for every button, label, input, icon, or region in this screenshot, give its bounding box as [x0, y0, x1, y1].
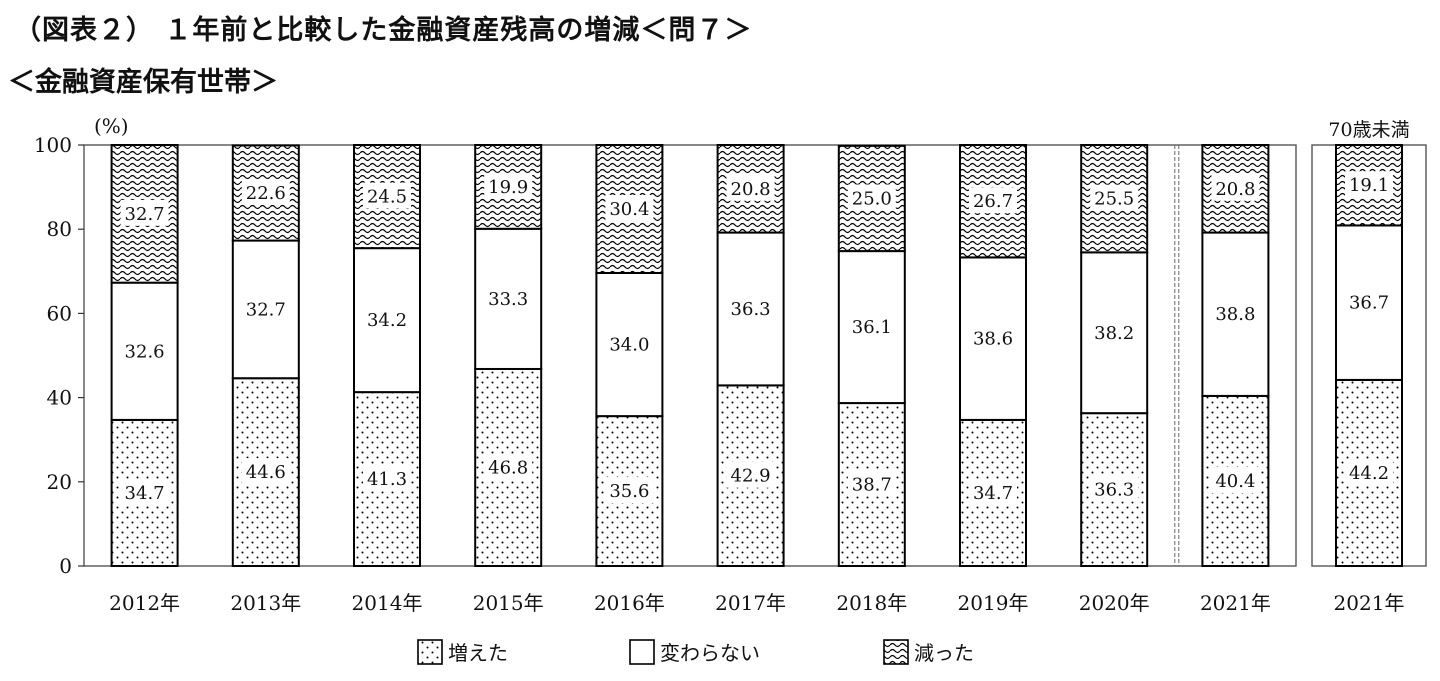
- data-label: 32.7: [125, 204, 165, 225]
- data-label: 38.6: [973, 329, 1013, 350]
- data-label-bg: [605, 194, 654, 221]
- data-label: 38.8: [1215, 304, 1255, 325]
- data-label: 19.1: [1349, 175, 1389, 196]
- data-label-bg: [120, 337, 169, 364]
- data-label-bg: [1211, 466, 1260, 493]
- data-label-bg: [969, 187, 1017, 214]
- x-tick-label: 2016年: [594, 591, 665, 615]
- chart-title: （図表２） １年前と比較した金融資産残高の増減＜問７＞: [14, 15, 753, 46]
- data-label-bg: [363, 465, 411, 492]
- data-label-bg: [1211, 174, 1260, 201]
- data-label: 32.7: [246, 299, 286, 320]
- data-label: 24.5: [367, 187, 407, 208]
- data-label: 34.0: [609, 335, 649, 356]
- y-tick-label: 0: [59, 554, 72, 578]
- y-tick-label: 20: [47, 470, 72, 494]
- legend-swatch: [629, 639, 655, 665]
- y-tick-label: 60: [47, 301, 72, 325]
- data-label-bg: [120, 478, 169, 505]
- legend-label: 増えた: [448, 641, 508, 665]
- data-label-bg: [1345, 288, 1393, 315]
- y-tick-label: 40: [47, 386, 72, 410]
- y-tick-label: 100: [34, 133, 72, 157]
- data-label-bg: [120, 199, 169, 226]
- data-label-bg: [969, 324, 1017, 351]
- data-label: 38.7: [852, 475, 892, 496]
- x-tick-label: 2012年: [109, 591, 180, 615]
- x-tick-label: 2014年: [352, 591, 423, 615]
- data-label-bg: [484, 453, 533, 480]
- data-label-bg: [1345, 458, 1393, 485]
- y-unit-label: (%): [94, 114, 129, 138]
- data-label-bg: [1211, 300, 1260, 327]
- legend-swatch: [883, 639, 909, 665]
- data-label-bg: [484, 284, 533, 311]
- data-label: 33.3: [488, 289, 528, 310]
- data-label: 36.7: [1349, 293, 1389, 314]
- data-label: 34.7: [973, 483, 1013, 504]
- data-label: 41.3: [367, 469, 407, 490]
- data-label: 25.0: [852, 188, 892, 209]
- x-tick-label: 2015年: [473, 591, 544, 615]
- data-label-bg: [605, 477, 654, 504]
- data-label-bg: [363, 306, 411, 333]
- data-label: 36.3: [1094, 480, 1134, 501]
- data-label-bg: [1345, 171, 1393, 198]
- plot-frame: [83, 144, 1297, 567]
- legend-label: 減った: [914, 641, 974, 665]
- y-tick-label: 80: [47, 217, 72, 241]
- data-label: 38.2: [1094, 323, 1134, 344]
- data-label: 26.7: [973, 191, 1013, 212]
- data-label-bg: [847, 184, 896, 211]
- x-tick-label: 2020年: [1079, 591, 1150, 615]
- x-tick-label: 2021年: [1334, 591, 1405, 615]
- x-tick-label: 2019年: [958, 591, 1029, 615]
- data-label: 32.6: [125, 341, 165, 362]
- data-label-bg: [726, 174, 775, 201]
- data-label-bg: [726, 294, 775, 321]
- data-label: 36.3: [731, 299, 771, 320]
- data-label: 22.6: [246, 183, 286, 204]
- data-label: 34.7: [125, 483, 165, 504]
- data-label: 25.5: [1094, 189, 1134, 210]
- data-label-bg: [847, 470, 896, 497]
- data-label-bg: [1090, 318, 1139, 345]
- data-label: 42.9: [731, 466, 771, 487]
- data-label: 35.6: [609, 481, 649, 502]
- x-tick-label: 2013年: [230, 591, 301, 615]
- sub-panel-label: 70歳未満: [1328, 119, 1409, 141]
- x-tick-label: 2017年: [715, 591, 786, 615]
- data-label-bg: [605, 330, 654, 357]
- data-label-bg: [847, 313, 896, 340]
- legend-swatch: [417, 639, 443, 665]
- data-label-bg: [969, 478, 1017, 505]
- data-label-bg: [363, 182, 411, 209]
- x-tick-label: 2018年: [836, 591, 907, 615]
- data-label-bg: [484, 172, 533, 199]
- data-label: 30.4: [609, 199, 649, 220]
- data-label: 34.2: [367, 310, 407, 331]
- data-label-bg: [726, 461, 775, 488]
- data-label: 20.8: [731, 179, 771, 200]
- legend-label: 変わらない: [660, 641, 760, 665]
- data-label-bg: [241, 458, 290, 485]
- chart-subtitle: ＜金融資産保有世帯＞: [8, 67, 278, 98]
- data-label: 46.8: [488, 457, 528, 478]
- data-label: 44.6: [246, 462, 286, 483]
- data-label-bg: [1090, 184, 1139, 211]
- data-label: 20.8: [1215, 179, 1255, 200]
- data-label: 19.9: [488, 177, 528, 198]
- data-label: 44.2: [1349, 463, 1389, 484]
- x-tick-label: 2021年: [1200, 591, 1271, 615]
- data-label: 40.4: [1215, 471, 1255, 492]
- data-label-bg: [241, 295, 290, 322]
- data-label-bg: [1090, 475, 1139, 502]
- data-label: 36.1: [852, 317, 892, 338]
- data-label-bg: [241, 178, 290, 205]
